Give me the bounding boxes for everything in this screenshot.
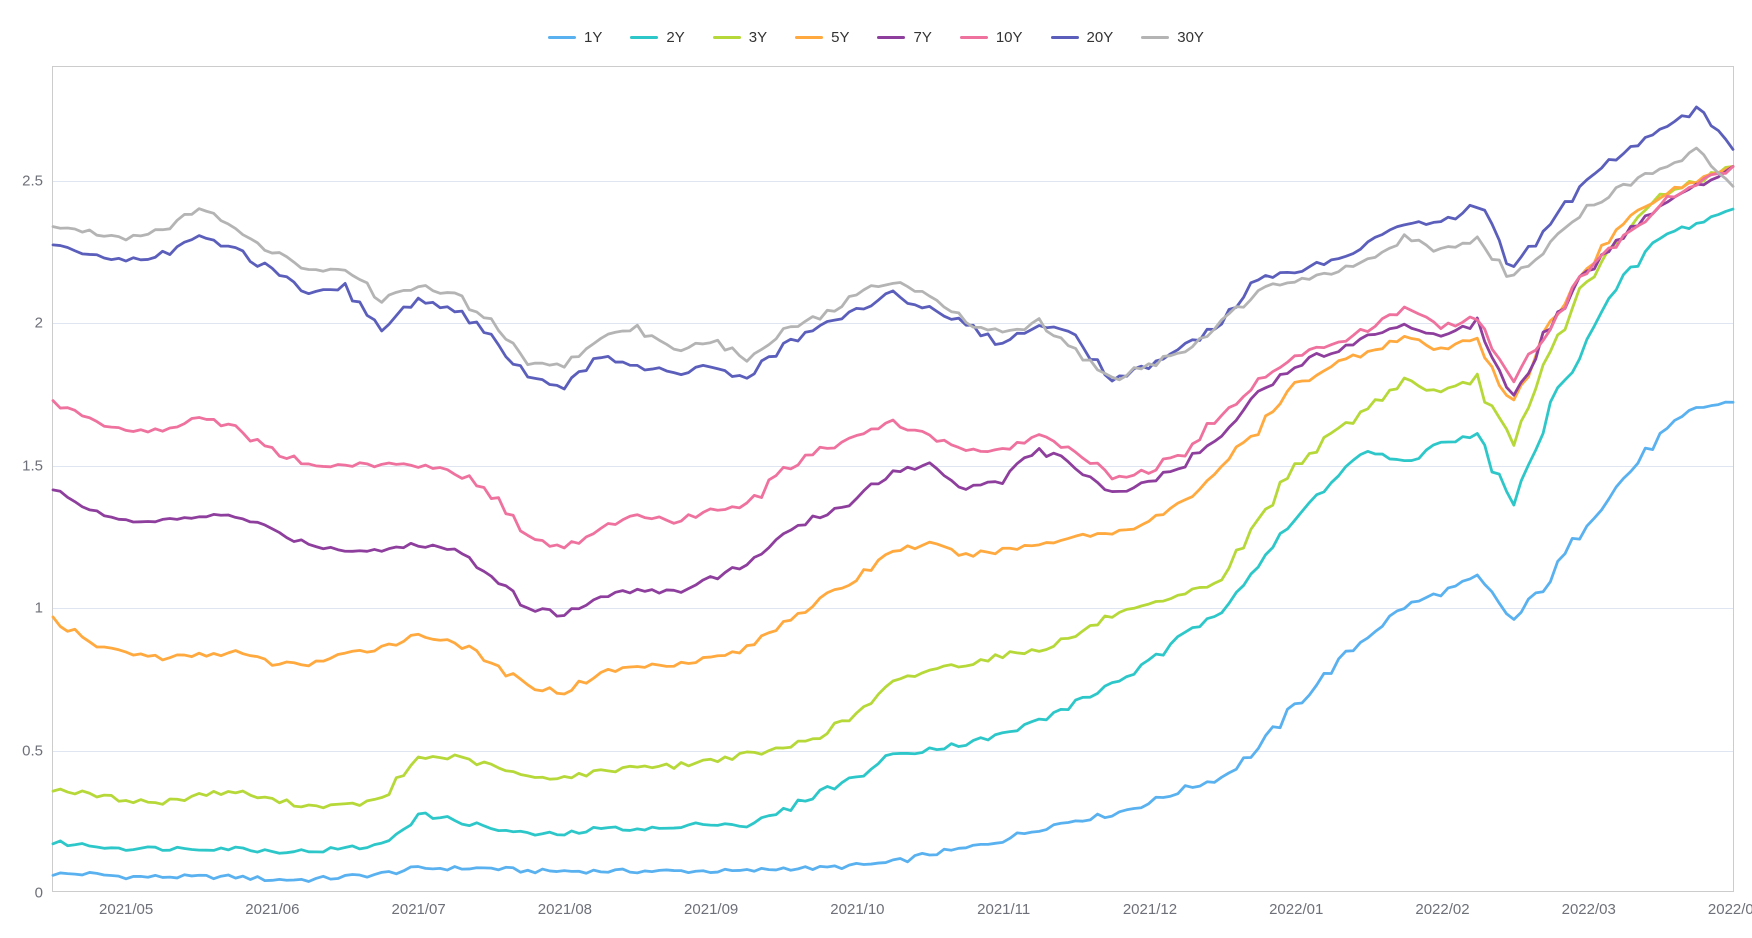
series-line-10y[interactable] xyxy=(53,166,1733,547)
legend-swatch-2y xyxy=(630,36,658,39)
legend-label-3y: 3Y xyxy=(749,29,767,46)
x-tick-label: 2022/01 xyxy=(1269,891,1323,918)
legend-item-30y[interactable]: 30Y xyxy=(1141,29,1204,46)
legend-swatch-20y xyxy=(1051,36,1079,39)
legend-label-20y: 20Y xyxy=(1087,29,1114,46)
legend-swatch-3y xyxy=(713,36,741,39)
y-tick-label: 2 xyxy=(35,315,53,332)
timeseries-chart: 1Y2Y3Y5Y7Y10Y20Y30Y 00.511.522.52021/052… xyxy=(0,0,1752,938)
legend-item-2y[interactable]: 2Y xyxy=(630,29,684,46)
y-tick-label: 0 xyxy=(35,885,53,902)
x-tick-label: 2022/03 xyxy=(1562,891,1616,918)
series-line-2y[interactable] xyxy=(53,209,1733,853)
legend-label-30y: 30Y xyxy=(1177,29,1204,46)
legend-swatch-30y xyxy=(1141,36,1169,39)
y-tick-label: 2.5 xyxy=(22,172,53,189)
legend-label-7y: 7Y xyxy=(913,29,931,46)
legend-item-1y[interactable]: 1Y xyxy=(548,29,602,46)
legend-item-10y[interactable]: 10Y xyxy=(960,29,1023,46)
legend-swatch-5y xyxy=(795,36,823,39)
y-tick-label: 0.5 xyxy=(22,742,53,759)
x-tick-label: 2021/12 xyxy=(1123,891,1177,918)
legend-label-5y: 5Y xyxy=(831,29,849,46)
x-tick-label: 2021/11 xyxy=(977,891,1030,918)
legend-item-7y[interactable]: 7Y xyxy=(877,29,931,46)
series-line-3y[interactable] xyxy=(53,166,1733,807)
x-tick-label: 2021/06 xyxy=(245,891,299,918)
legend-swatch-10y xyxy=(960,36,988,39)
series-line-1y[interactable] xyxy=(53,402,1733,881)
legend-item-3y[interactable]: 3Y xyxy=(713,29,767,46)
x-tick-label: 2021/08 xyxy=(538,891,592,918)
plot-area: 00.511.522.52021/052021/062021/072021/08… xyxy=(52,66,1734,892)
y-tick-label: 1.5 xyxy=(22,457,53,474)
legend-swatch-1y xyxy=(548,36,576,39)
series-svg xyxy=(53,67,1733,891)
x-tick-label: 2022/02 xyxy=(1415,891,1469,918)
legend-swatch-7y xyxy=(877,36,905,39)
legend-label-2y: 2Y xyxy=(666,29,684,46)
x-tick-label: 2021/10 xyxy=(830,891,884,918)
x-tick-label: 2021/07 xyxy=(392,891,446,918)
legend-item-20y[interactable]: 20Y xyxy=(1051,29,1114,46)
x-tick-label: 2022/04 xyxy=(1708,891,1752,918)
x-tick-label: 2021/05 xyxy=(99,891,153,918)
y-tick-label: 1 xyxy=(35,600,53,617)
legend-item-5y[interactable]: 5Y xyxy=(795,29,849,46)
legend-label-10y: 10Y xyxy=(996,29,1023,46)
legend: 1Y 2Y 3Y 5Y 7Y 10Y 20Y 30Y xyxy=(0,0,1752,66)
legend-label-1y: 1Y xyxy=(584,29,602,46)
x-tick-label: 2021/09 xyxy=(684,891,738,918)
series-line-5y[interactable] xyxy=(53,166,1733,694)
